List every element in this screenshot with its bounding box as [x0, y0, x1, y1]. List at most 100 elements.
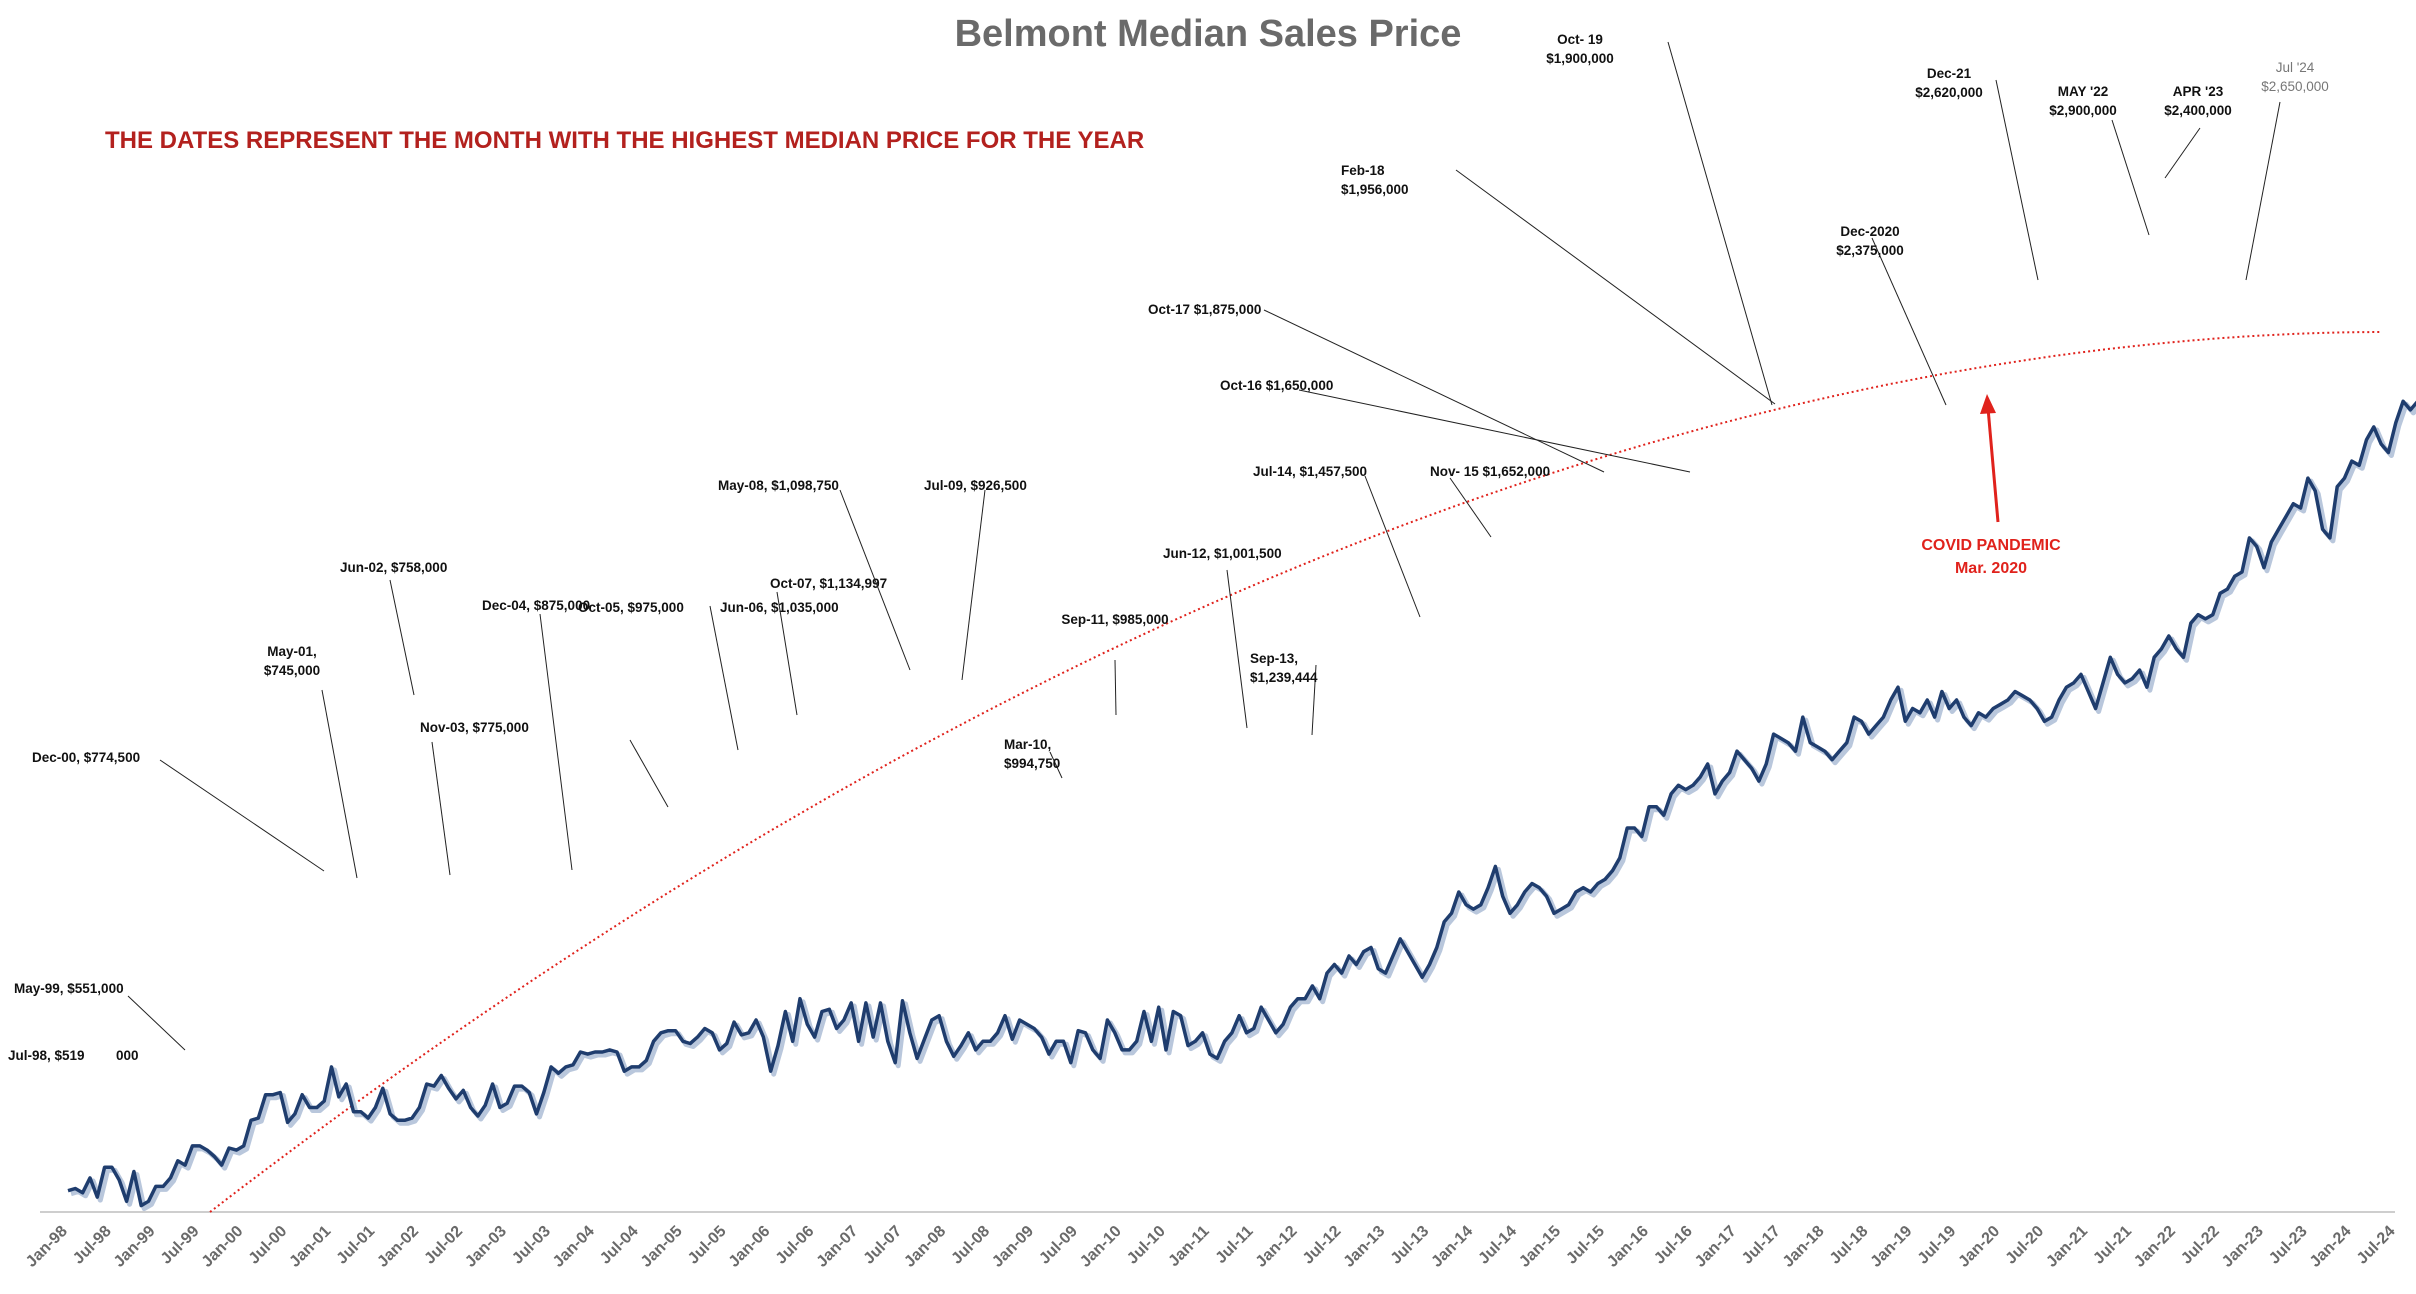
covid-callout: COVID PANDEMIC Mar. 2020: [1921, 394, 2061, 577]
annotation-value: $2,375,000: [1836, 243, 1904, 258]
annotation-label: Oct-17 $1,875,000: [1148, 302, 1261, 317]
x-tick-label: Jan-05: [638, 1223, 686, 1271]
annotation-value: $2,400,000: [2164, 103, 2232, 118]
annotation-label: Oct-16 $1,650,000: [1220, 378, 1333, 393]
annotation-leader-line: [2245, 101, 2281, 281]
annotation-label: Nov-03, $775,000: [420, 720, 529, 735]
covid-callout-line1: COVID PANDEMIC: [1921, 537, 2061, 554]
x-tick-label: Jul-14: [1475, 1223, 1520, 1268]
annotation-label: Oct-07, $1,134,997: [770, 576, 887, 591]
annotation-leader-line: [629, 739, 669, 808]
x-tick-label: Jul-99: [158, 1223, 203, 1268]
annotation-label: Jul '24: [2276, 60, 2315, 75]
x-tick-label: Jul-19: [1915, 1223, 1960, 1268]
annotation-label: APR '23: [2173, 84, 2224, 99]
x-tick-label: Jan-10: [1077, 1223, 1125, 1271]
x-tick-label: Jul-06: [773, 1223, 818, 1268]
annotation-leader-line: [1114, 659, 1117, 716]
annotation-leader-line: [1667, 41, 1773, 406]
x-tick-label: Jan-99: [111, 1223, 159, 1271]
x-tick-label: Jan-09: [989, 1223, 1037, 1271]
annotation-label: Feb-18: [1341, 163, 1385, 178]
x-tick-label: Jan-01: [286, 1223, 334, 1271]
annotation-label: Oct-05, $975,000: [578, 600, 684, 615]
x-tick-label: Jul-15: [1563, 1223, 1608, 1268]
chart-subtitle: THE DATES REPRESENT THE MONTH WITH THE H…: [105, 127, 1144, 154]
x-tick-label: Jul-10: [1124, 1223, 1169, 1268]
x-tick-label: Jan-02: [374, 1223, 422, 1271]
annotation-label: Sep-13,: [1250, 651, 1298, 666]
covid-arrow-head: [1980, 394, 1996, 414]
annotation-leader-line: [776, 591, 798, 716]
annotation-leader-line: [1298, 389, 1691, 473]
x-tick-label: Jul-05: [685, 1223, 730, 1268]
x-tick-label: Jan-07: [814, 1223, 862, 1271]
annotation-suffix: 000: [116, 1048, 139, 1063]
x-tick-label: Jul-07: [861, 1223, 906, 1268]
x-tick-label: Jan-20: [1955, 1223, 2003, 1271]
annotation-label: Dec-04, $875,000: [482, 598, 590, 613]
annotation-leader-line: [1049, 751, 1063, 779]
annotation-label: Jun-12, $1,001,500: [1163, 546, 1282, 561]
x-tick-label: Jul-98: [70, 1223, 115, 1268]
x-tick-label: Jul-01: [334, 1223, 379, 1268]
x-tick-label: Jul-17: [1739, 1223, 1784, 1268]
x-tick-label: Jan-06: [726, 1223, 774, 1271]
x-tick-label: Jul-11: [1213, 1223, 1257, 1267]
x-tick-label: Jan-03: [462, 1223, 510, 1271]
x-tick-label: Jul-18: [1827, 1223, 1872, 1268]
series-line: [67, 399, 2416, 1208]
annotation-label: Sep-11, $985,000: [1061, 612, 1168, 627]
annotation-value: $2,620,000: [1915, 85, 1983, 100]
annotation-leader-line: [961, 489, 986, 681]
x-tick-label: Jan-24: [2307, 1223, 2355, 1271]
x-tick-label: Jul-24: [2354, 1223, 2399, 1268]
annotation-leader-line: [1995, 79, 2039, 281]
annotation-leader-line: [709, 605, 739, 751]
annotation-leader-line: [321, 689, 358, 879]
chart-title: Belmont Median Sales Price: [955, 13, 1462, 55]
x-tick-label: Jan-15: [1516, 1223, 1564, 1271]
annotation-value: $1,900,000: [1546, 51, 1614, 66]
x-tick-label: Jan-98: [23, 1223, 71, 1271]
annotation-label: May-99, $551,000: [14, 981, 124, 996]
annotation-value: $994,750: [1004, 756, 1060, 771]
x-tick-label: Jul-16: [1651, 1223, 1696, 1268]
covid-callout-line2: Mar. 2020: [1955, 560, 2027, 577]
series-layer: [67, 399, 2416, 1212]
annotation-label: Dec-21: [1927, 66, 1972, 81]
x-tick-label: Jul-09: [1036, 1223, 1081, 1268]
covid-arrow-shaft: [1986, 407, 2000, 523]
annotation-label: Jul-14, $1,457,500: [1253, 464, 1367, 479]
x-tick-label: Jul-08: [948, 1223, 993, 1268]
x-tick-label: Jan-22: [2131, 1223, 2179, 1271]
x-tick-label: Jul-02: [421, 1223, 466, 1268]
annotation-leader-line: [539, 613, 573, 871]
x-tick-label: Jul-12: [1300, 1223, 1345, 1268]
annotation-value: $745,000: [264, 663, 320, 678]
annotation-leader-line: [839, 489, 911, 671]
annotation-label: Nov- 15 $1,652,000: [1430, 464, 1550, 479]
trend-line-layer: [209, 331, 2381, 1213]
x-tick-label: Jan-16: [1604, 1223, 1652, 1271]
annotation-leader-line: [1263, 309, 1605, 473]
annotation-layer: Jul-98, $519 000 May-99, $551,000 Dec-00, $…: [8, 32, 2329, 1063]
annotation-label: Dec-00, $774,500: [32, 750, 140, 765]
x-tick-label: Jan-17: [1692, 1223, 1740, 1271]
annotation-label: MAY '22: [2058, 84, 2109, 99]
annotation-leader-line: [1311, 664, 1317, 736]
annotation-label: May-08, $1,098,750: [718, 478, 839, 493]
x-tick-label: Jan-12: [1253, 1223, 1301, 1271]
x-tick-label: Jan-13: [1341, 1223, 1389, 1271]
x-tick-label: Jan-08: [901, 1223, 949, 1271]
x-tick-label: Jul-04: [597, 1223, 642, 1268]
annotation-label: Jul-09, $926,500: [924, 478, 1027, 493]
annotation-label: Dec-2020: [1840, 224, 1899, 239]
x-tick-label: Jul-20: [2003, 1223, 2048, 1268]
annotation-value: $2,650,000: [2261, 79, 2329, 94]
x-tick-label: Jan-21: [2043, 1223, 2091, 1271]
annotation-leader-line: [431, 741, 451, 876]
x-tick-label: Jul-13: [1388, 1223, 1433, 1268]
annotation-label: Mar-10,: [1004, 737, 1051, 752]
trend-line: [209, 331, 2381, 1213]
